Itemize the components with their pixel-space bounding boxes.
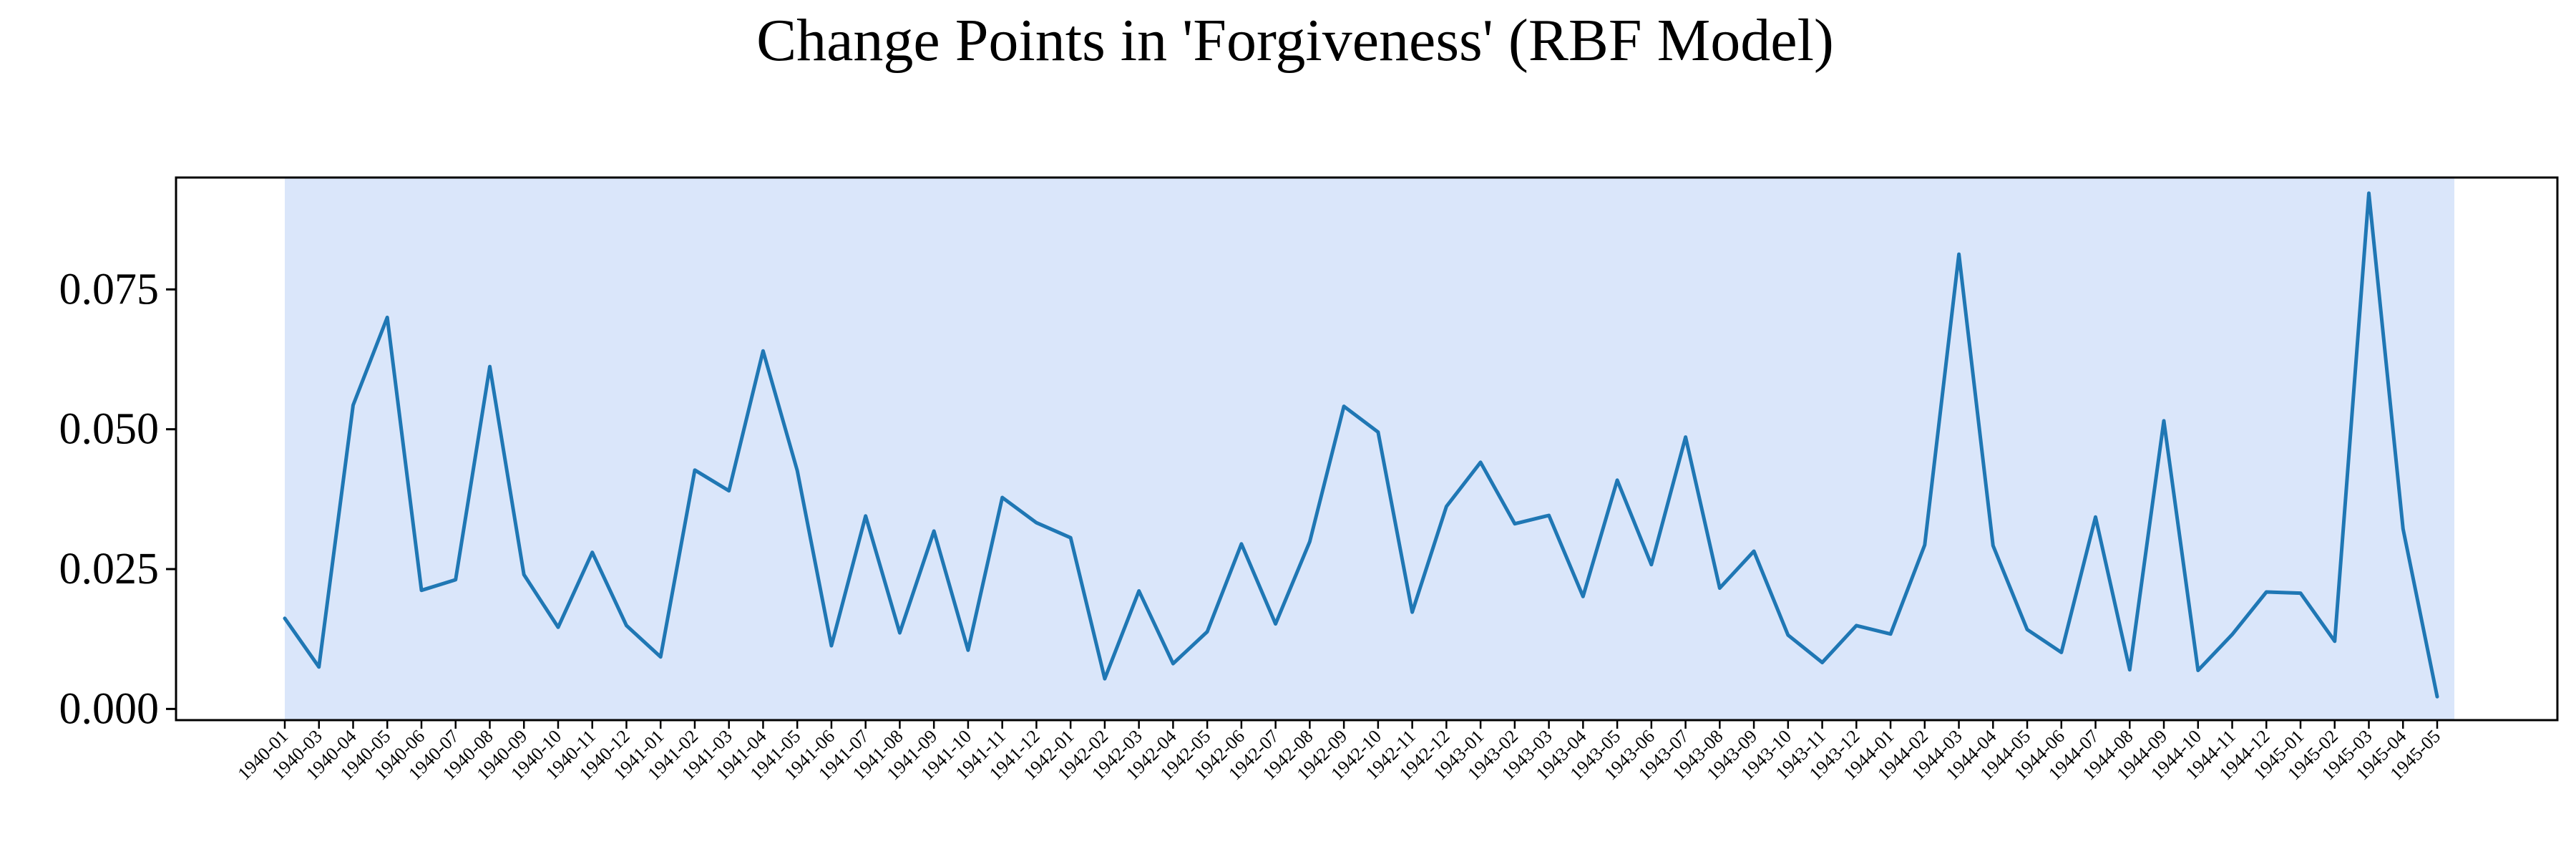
ytick-label: 0.000 [59,684,160,733]
plot-area: 0.0000.0250.0500.0751940-011940-031940-0… [59,176,2559,785]
ytick-label: 0.025 [59,545,160,593]
shaded-span [285,178,2454,720]
ytick-label: 0.075 [59,265,160,314]
ytick-label: 0.050 [59,405,160,454]
axes-frame [175,176,2559,722]
chart-title: Change Points in 'Forgiveness' (RBF Mode… [756,7,1834,74]
series-line [283,191,2439,699]
